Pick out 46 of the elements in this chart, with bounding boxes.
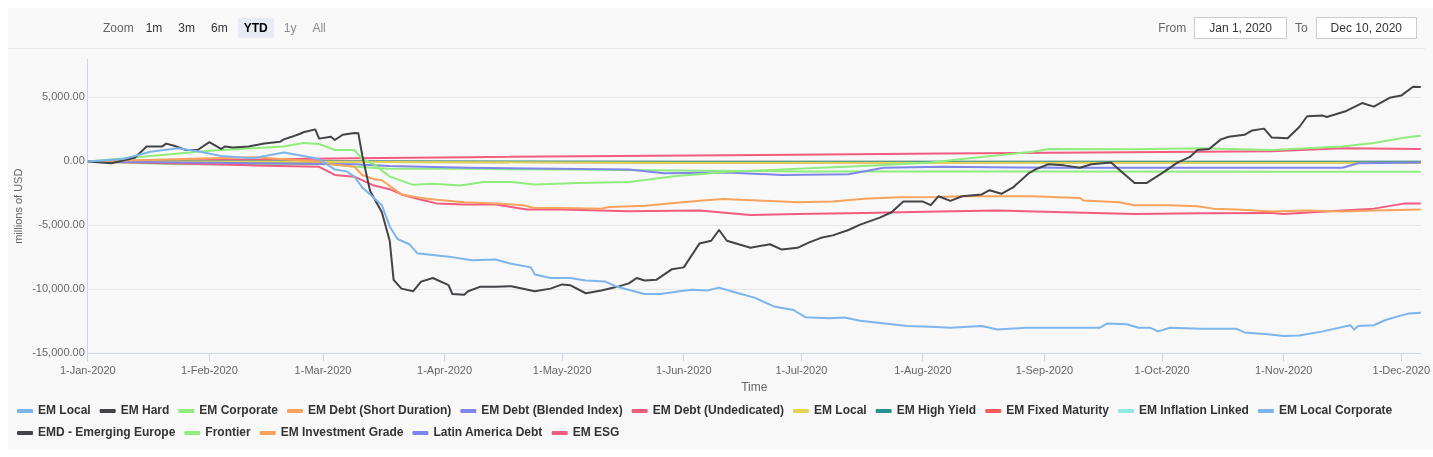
- legend-label: EM Inflation Linked: [1138, 403, 1249, 418]
- y-tick-label: 0.00: [63, 154, 85, 167]
- legend-label: EM Hard: [120, 403, 170, 418]
- legend-label: EM Local: [814, 403, 867, 418]
- x-tick-label: 1-Oct-2020: [1134, 364, 1190, 377]
- text: Dec 10, 2020: [1315, 17, 1417, 39]
- text: 6m: [210, 20, 229, 37]
- x-tick-label: 1-Dec-2020: [1372, 364, 1430, 377]
- legend-label: EM Local: [38, 403, 91, 418]
- text: 3m: [177, 20, 197, 37]
- legend-label: EM Corporate: [199, 403, 279, 418]
- legend-label: Latin America Debt: [433, 425, 543, 440]
- legend-label: EMD - Emerging Europe: [38, 425, 176, 440]
- text: To: [1294, 21, 1308, 35]
- legend-label: EM High Yield: [896, 403, 977, 418]
- legend-label: Frontier: [205, 425, 252, 440]
- text: From: [1158, 21, 1187, 35]
- x-tick-label: 1-Jan-2020: [59, 364, 116, 377]
- legend-label: EM ESG: [572, 425, 620, 440]
- legend-label: EM Debt (Short Duration): [308, 403, 452, 418]
- x-tick-label: 1-Mar-2020: [294, 364, 352, 377]
- x-axis-title: Time: [741, 380, 768, 395]
- x-tick-label: 1-Apr-2020: [417, 364, 473, 377]
- y-tick-label: -10,000.00: [32, 282, 85, 295]
- text: 1y: [282, 20, 298, 37]
- text: 1m: [144, 20, 164, 37]
- x-tick-label: 1-Sep-2020: [1015, 364, 1074, 377]
- y-axis-title: millions of USD: [11, 168, 24, 244]
- y-tick-label: -15,000.00: [32, 346, 85, 359]
- x-tick-label: 1-May-2020: [532, 364, 592, 377]
- x-tick-label: 1-Jun-2020: [655, 364, 712, 377]
- x-tick-label: 1-Aug-2020: [894, 364, 952, 377]
- legend-label: EM Investment Grade: [280, 425, 404, 440]
- legend-label: EM Fixed Maturity: [1006, 403, 1110, 418]
- x-tick-label: 1-Nov-2020: [1254, 364, 1313, 377]
- legend-label: EM Local Corporate: [1278, 403, 1393, 418]
- text: YTD: [237, 18, 274, 38]
- legend-label: EM Debt (Undedicated): [652, 403, 785, 418]
- text: Jan 1, 2020: [1194, 17, 1287, 39]
- x-tick-label: 1-Jul-2020: [775, 364, 828, 377]
- legend-label: EM Debt (Blended Index): [481, 403, 623, 418]
- text: All: [311, 20, 327, 37]
- y-tick-label: 5,000.00: [41, 90, 85, 103]
- text: Zoom: [103, 21, 134, 35]
- y-tick-label: -5,000.00: [38, 218, 85, 231]
- x-tick-label: 1-Feb-2020: [180, 364, 238, 377]
